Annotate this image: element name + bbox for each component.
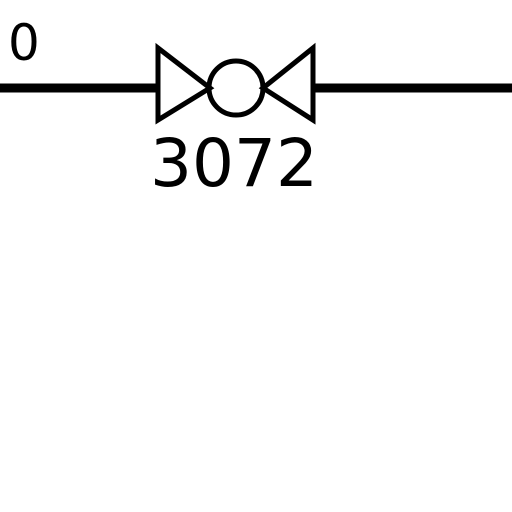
line-label: 0 <box>8 14 40 72</box>
valve-right-triangle <box>258 42 316 125</box>
ball-valve-icon[interactable] <box>155 42 316 125</box>
valve-left-triangle <box>155 42 215 125</box>
valve-tag-label: 3072 <box>150 125 318 202</box>
valve-ball <box>206 58 266 118</box>
